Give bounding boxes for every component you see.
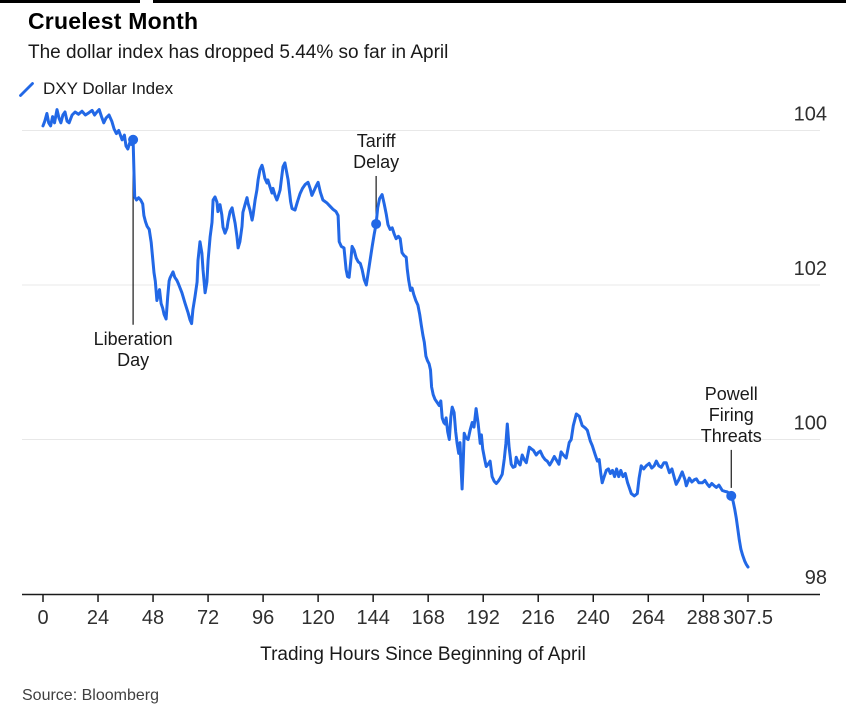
- x-tick-label: 216: [522, 607, 555, 629]
- top-edge-rule: [153, 0, 846, 3]
- y-tick-label: 98: [805, 567, 827, 589]
- x-tick-label: 72: [197, 607, 219, 629]
- x-axis-title: Trading Hours Since Beginning of April: [260, 644, 586, 665]
- y-tick-label: 100: [794, 413, 827, 435]
- chart-subtitle: The dollar index has dropped 5.44% so fa…: [28, 42, 449, 63]
- annotation-marker-dot: [371, 218, 382, 229]
- x-tick-label: 192: [467, 607, 500, 629]
- x-tick-label: 240: [577, 607, 610, 629]
- x-tick-label: 120: [301, 607, 334, 629]
- annotation-label-line: Powell: [705, 384, 758, 404]
- x-tick-label: 24: [87, 607, 109, 629]
- annotation-label-line: Day: [117, 350, 149, 370]
- x-tick-label: 144: [356, 607, 389, 629]
- x-tick-label: 264: [632, 607, 665, 629]
- annotation-label: Liberation Day: [94, 329, 173, 370]
- y-tick-label: 102: [794, 258, 827, 280]
- x-tick-label: 168: [411, 607, 444, 629]
- legend-line-marker-icon: [19, 81, 34, 97]
- legend-series-label: DXY Dollar Index: [43, 79, 174, 98]
- legend: DXY Dollar Index: [18, 79, 173, 99]
- annotation-label-line: Threats: [701, 426, 762, 446]
- x-tick-label: 48: [142, 607, 164, 629]
- annotation-marker-dot: [128, 134, 139, 145]
- annotation-label-line: Delay: [353, 152, 399, 172]
- annotation-label: Tariff Delay: [353, 131, 399, 172]
- x-tick-label: 288: [687, 607, 720, 629]
- top-edge-rule: [0, 0, 140, 3]
- annotation-label-line: Firing: [709, 405, 754, 425]
- annotation-label: Powell Firing Threats: [701, 384, 762, 446]
- annotation-label-line: Liberation: [94, 329, 173, 349]
- x-tick-label: 307.5: [723, 607, 773, 629]
- x-tick-label: 0: [37, 607, 48, 629]
- y-tick-label: 104: [794, 104, 827, 126]
- x-tick-label: 96: [252, 607, 274, 629]
- source-note: Source: Bloomberg: [22, 687, 159, 704]
- annotation-marker-dot: [726, 490, 737, 501]
- annotation-label-line: Tariff: [357, 131, 397, 151]
- dxy-index-line: [41, 108, 750, 569]
- chart-title: Cruelest Month: [28, 8, 199, 34]
